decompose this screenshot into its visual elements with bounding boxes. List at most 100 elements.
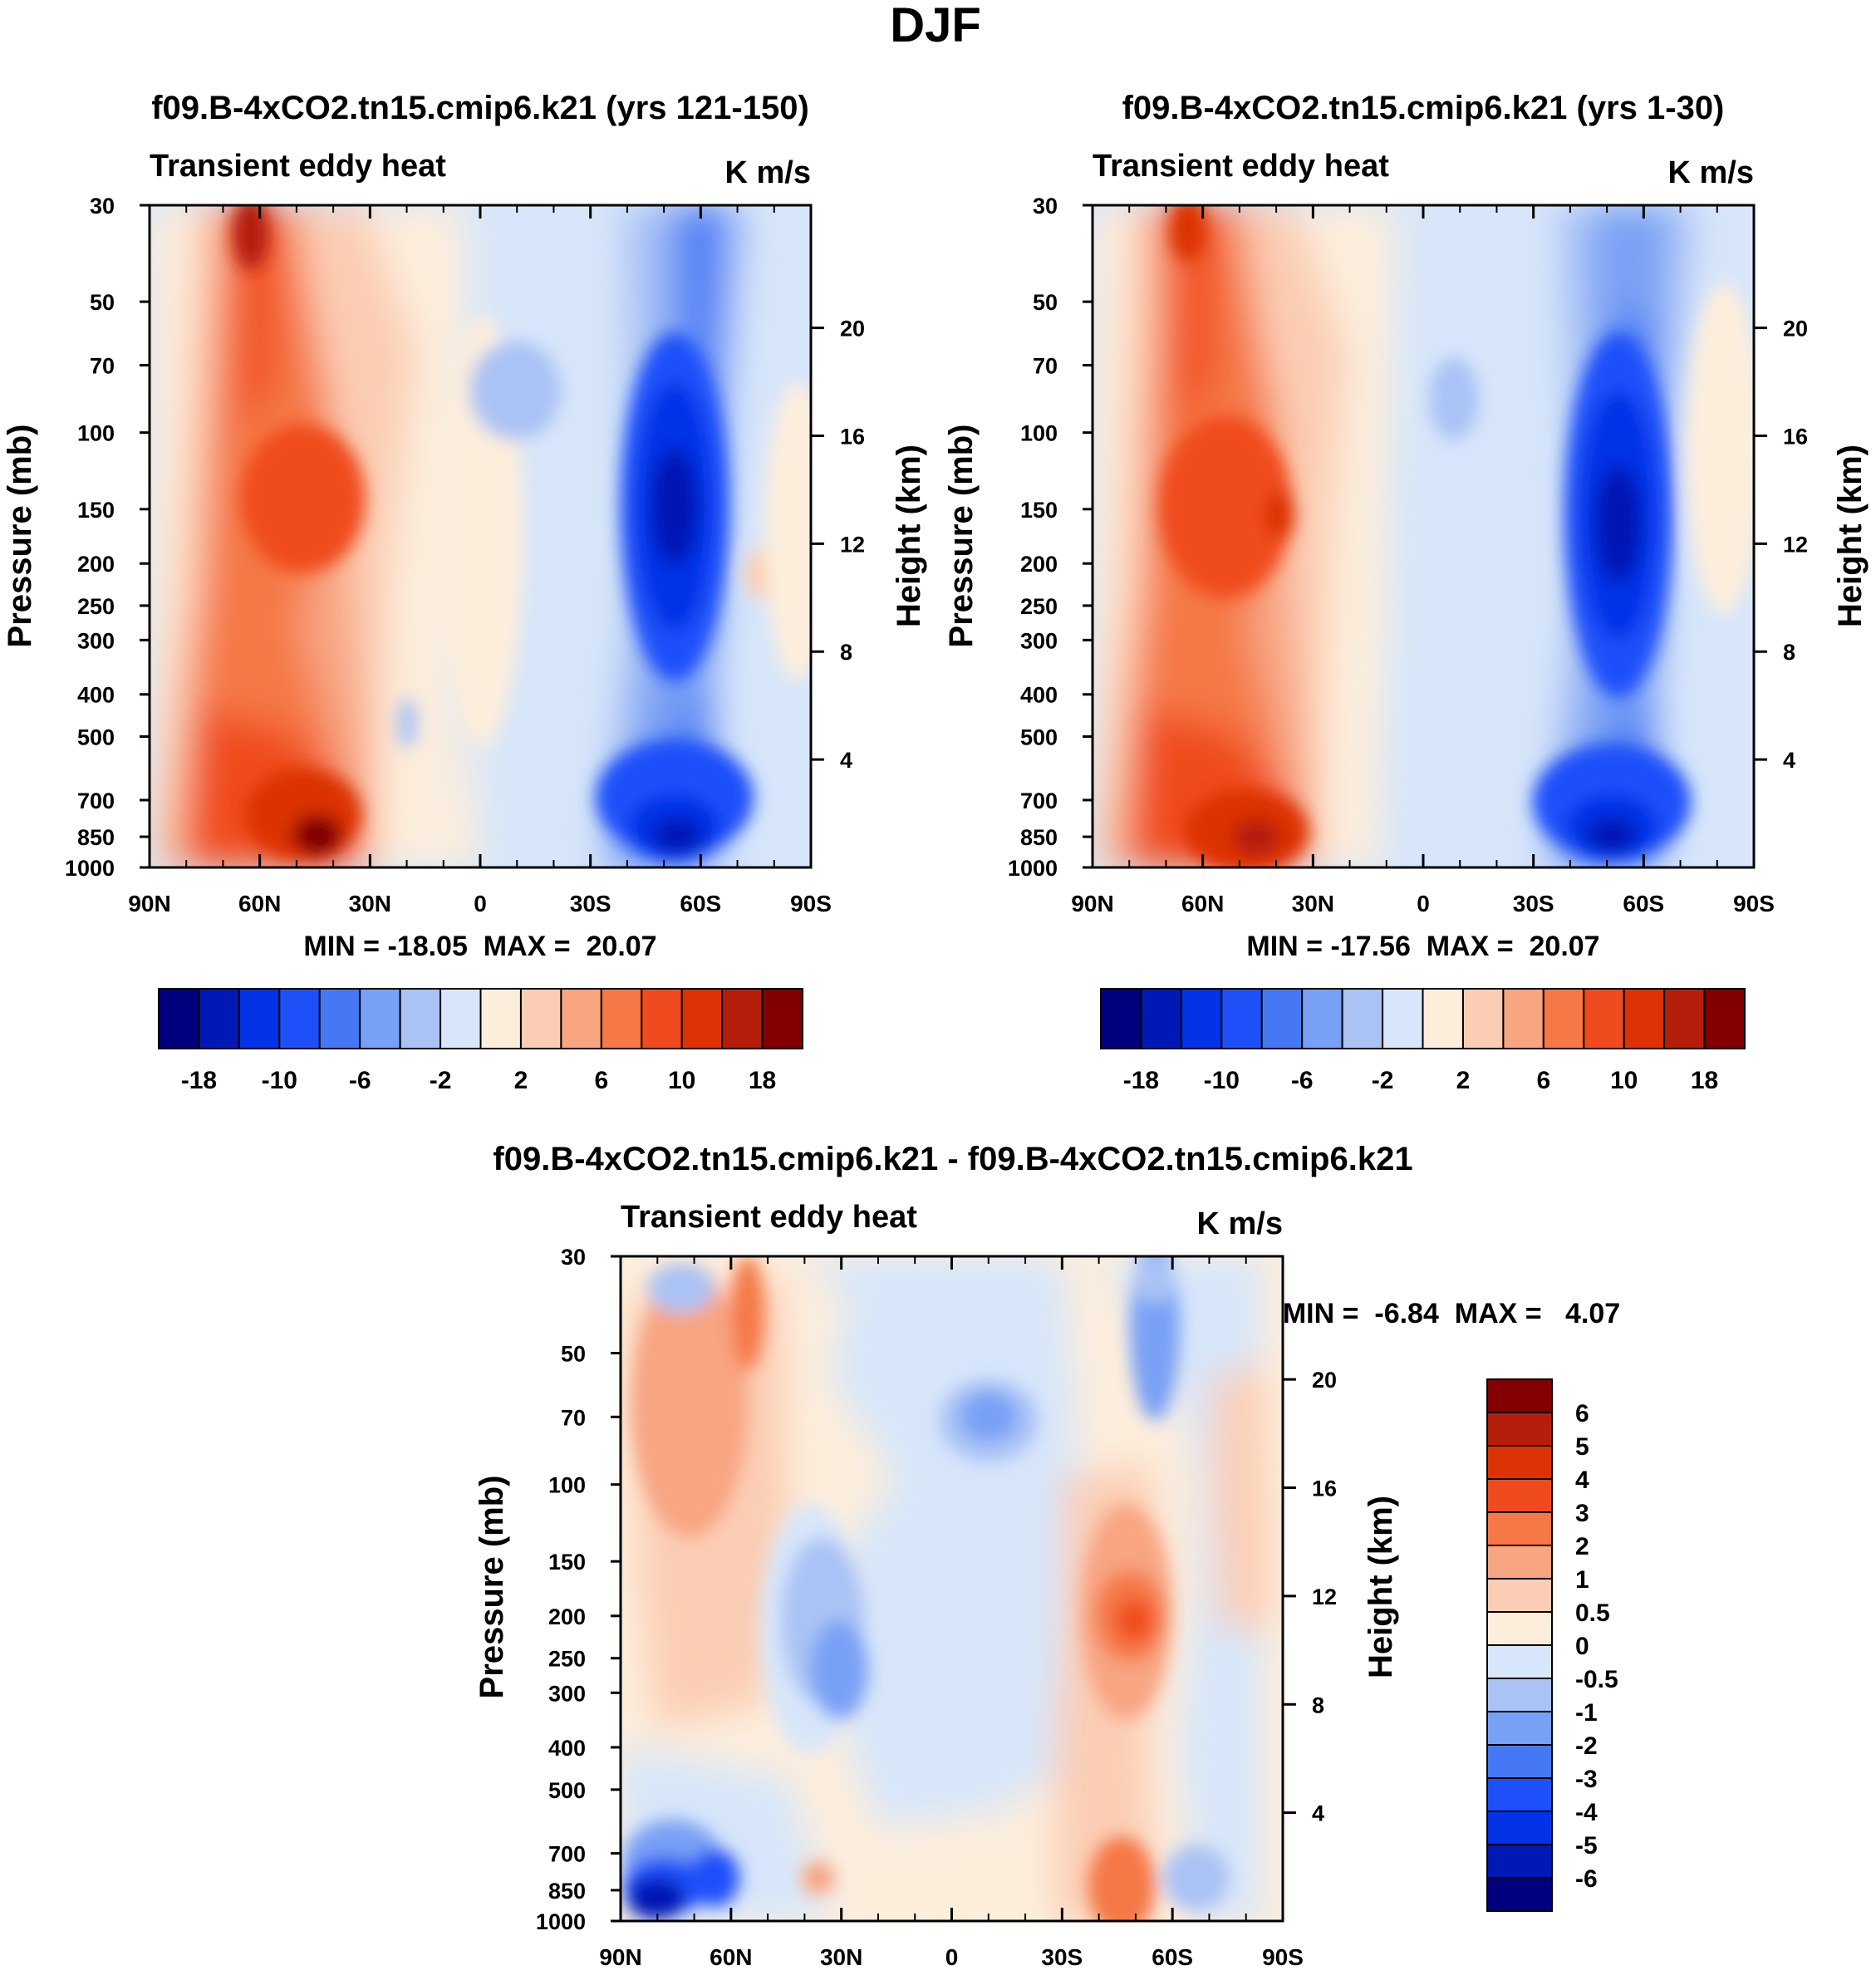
y-tick-label: 300: [77, 628, 115, 653]
colorbar-box: [1542, 988, 1585, 1049]
x-tick-label: 30S: [570, 891, 611, 916]
y-tick-label: 850: [548, 1879, 586, 1904]
x-tick-label: 60S: [1152, 1944, 1193, 1970]
panel-3-y-label: Pressure (mb): [474, 1476, 510, 1699]
y2-tick-label: 16: [1312, 1476, 1337, 1501]
colorbar-box: [1486, 1777, 1553, 1812]
colorbar-label: -6: [349, 1067, 371, 1094]
y-tick-label: 250: [1020, 594, 1058, 619]
y-tick-label: 30: [561, 1245, 586, 1270]
colorbar-label: 2: [1575, 1533, 1589, 1560]
x-tick-label: 90S: [1733, 891, 1775, 916]
colorbar-label: 6: [1536, 1067, 1550, 1094]
colorbar-box: [359, 988, 401, 1049]
panel-3-stats: MIN = -6.84 MAX = 4.07: [1283, 1298, 1620, 1329]
y-tick-label: 500: [548, 1778, 586, 1803]
colorbar-box: [1422, 988, 1464, 1049]
colorbar-label: 18: [749, 1067, 776, 1094]
colorbar-label: -2: [1372, 1067, 1394, 1094]
colorbar-label: 0.5: [1575, 1599, 1610, 1627]
colorbar-box: [1382, 988, 1424, 1049]
x-tick-label: 30N: [349, 891, 391, 916]
colorbar-box: [1486, 1711, 1553, 1746]
colorbar-box: [680, 988, 724, 1049]
colorbar-box: [721, 988, 764, 1049]
colorbar-box: [641, 988, 683, 1049]
panel-1-y-label: Pressure (mb): [2, 425, 38, 648]
x-tick-label: 60N: [1181, 891, 1224, 916]
panel-1-stats: MIN = -18.05 MAX = 20.07: [303, 931, 656, 962]
y-tick-label: 700: [548, 1842, 586, 1867]
colorbar-box: [1486, 1678, 1553, 1712]
colorbar-label: -2: [1575, 1732, 1598, 1760]
colorbar-box: [1341, 988, 1384, 1049]
colorbar-label: -6: [1575, 1865, 1598, 1893]
y-tick-label: 150: [548, 1550, 586, 1575]
y2-tick-label: 12: [840, 532, 865, 557]
y-tick-label: 500: [77, 725, 115, 749]
y-tick-label: 250: [548, 1647, 586, 1672]
y-tick-label: 700: [1020, 789, 1058, 813]
y-tick-label: 150: [77, 498, 115, 523]
y-tick-label: 1000: [1008, 856, 1058, 881]
colorbar-label: 1: [1575, 1566, 1589, 1594]
colorbar-label: 2: [1456, 1067, 1471, 1094]
x-tick-label: 90N: [128, 891, 170, 916]
y-tick-label: 400: [77, 683, 115, 708]
colorbar-box: [1486, 1611, 1553, 1646]
panel-3-title: f09.B-4xCO2.tn15.cmip6.k21 - f09.B-4xCO2…: [493, 1141, 1412, 1177]
y-tick-label: 70: [1033, 354, 1058, 379]
y2-tick-label: 8: [840, 640, 852, 665]
colorbar-box: [198, 988, 240, 1049]
panel-1-title: f09.B-4xCO2.tn15.cmip6.k21 (yrs 121-150): [151, 90, 809, 126]
y-tick-label: 100: [1020, 421, 1058, 446]
panel-1-colorbar: -18 -10 -6 -2 2 6 10 18: [158, 988, 803, 1094]
colorbar-label: -6: [1291, 1067, 1314, 1094]
y-tick-label: 50: [90, 290, 115, 315]
panel-2-colorbar: -18 -10 -6 -2 2 6 10 18: [1100, 988, 1746, 1094]
y-tick-label: 150: [1020, 498, 1058, 523]
panel-3-y2-label: Height (km): [1363, 1496, 1399, 1678]
colorbar-label: 0: [1575, 1633, 1589, 1660]
y-tick-label: 850: [77, 825, 115, 850]
colorbar-box: [278, 988, 321, 1049]
colorbar-label: 10: [1610, 1067, 1638, 1094]
y-tick-label: 300: [1020, 628, 1058, 653]
colorbar-label: 4: [1575, 1467, 1589, 1494]
y2-tick-label: 20: [1783, 317, 1808, 341]
colorbar-label: -4: [1575, 1799, 1598, 1826]
colorbar-box: [1486, 1844, 1553, 1879]
panel-1-axes: 90N 60N 30N 0 30S 60S 90S 30 50 70 100 150 200 250 300…: [65, 194, 865, 916]
panel-3-contour-field: [621, 1256, 1283, 1921]
colorbar-box: [1461, 988, 1505, 1049]
x-tick-label: 30N: [1292, 891, 1334, 916]
colorbar-label: -3: [1575, 1766, 1598, 1793]
y2-tick-label: 8: [1312, 1693, 1324, 1717]
colorbar-label: 18: [1691, 1067, 1718, 1094]
y-tick-label: 50: [1033, 290, 1058, 315]
y2-tick-label: 8: [1783, 640, 1795, 665]
colorbar-label: 6: [594, 1067, 608, 1094]
colorbar-box: [1623, 988, 1666, 1049]
y-tick-label: 30: [1033, 194, 1058, 219]
colorbar-box: [1486, 1810, 1553, 1845]
colorbar-box: [1486, 1545, 1553, 1580]
figure-title: DJF: [890, 0, 981, 52]
y2-tick-label: 4: [1783, 748, 1795, 773]
y-tick-label: 850: [1020, 825, 1058, 850]
y-tick-label: 200: [548, 1604, 586, 1629]
x-tick-label: 30S: [1041, 1944, 1083, 1970]
colorbar-label: -10: [262, 1067, 297, 1094]
panel-1-contour-field: [150, 205, 811, 867]
y2-tick-label: 20: [840, 317, 865, 341]
y2-tick-label: 16: [840, 424, 865, 449]
colorbar-box: [1180, 988, 1223, 1049]
x-tick-label: 60S: [1623, 891, 1664, 916]
x-tick-label: 60N: [238, 891, 281, 916]
colorbar-label: -18: [1123, 1067, 1159, 1094]
colorbar-box: [1486, 1378, 1553, 1413]
y2-tick-label: 16: [1783, 424, 1808, 449]
y-tick-label: 400: [548, 1736, 586, 1761]
panel-3-colorbar: 6 5 4 3 2 1 0.5 0 -0.5 -1 -2 -3 -4 -5 -6: [1486, 1378, 1618, 1912]
